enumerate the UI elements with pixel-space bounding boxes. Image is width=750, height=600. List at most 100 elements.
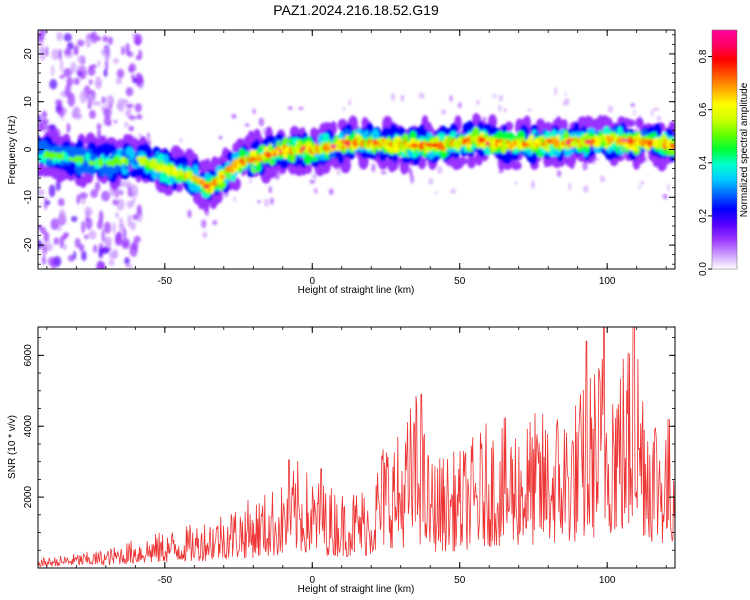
heatmap-speckle: [66, 77, 74, 87]
heatmap-speckle: [102, 35, 108, 43]
heatmap-speckle: [218, 135, 223, 140]
heatmap-speckle: [109, 104, 113, 110]
heatmap-speckle: [202, 231, 208, 239]
heatmap-speckle: [48, 124, 57, 131]
heatmap-hotspot: [209, 182, 213, 188]
heatmap-hotspot: [465, 141, 471, 145]
heatmap-hotspot: [329, 144, 337, 149]
heatmap-cell: [437, 132, 446, 141]
heatmap-speckle: [73, 250, 77, 260]
heatmap-speckle: [514, 180, 517, 186]
heatmap-speckle: [348, 99, 352, 106]
spectrogram-x-label: Height of straight line (km): [298, 285, 415, 296]
heatmap-cell: [587, 149, 596, 157]
heatmap-speckle: [564, 92, 567, 96]
heatmap-cell: [337, 154, 345, 165]
heatmap-speckle: [644, 158, 647, 163]
heatmap-hotspot: [626, 139, 635, 145]
heatmap-speckle: [68, 254, 75, 262]
spectrogram-ticks: -50 0 50 100 -20 -10 0 10 20: [23, 30, 675, 287]
heatmap-hotspot: [647, 140, 653, 146]
heatmap-speckle: [132, 214, 139, 221]
spectrogram-x-tick-label: 0: [309, 276, 315, 287]
heatmap-speckle: [107, 36, 114, 45]
heatmap-speckle: [38, 33, 45, 42]
heatmap-speckle: [131, 198, 136, 203]
heatmap-speckle: [568, 182, 572, 191]
heatmap-speckle: [428, 177, 434, 186]
heatmap-speckle: [136, 77, 142, 84]
heatmap-speckle: [268, 186, 273, 194]
heatmap-speckle: [449, 94, 453, 102]
heatmap-hotspot: [464, 138, 470, 142]
heatmap-speckle: [313, 171, 317, 181]
heatmap-hotspot: [369, 142, 374, 148]
heatmap-speckle: [43, 231, 49, 243]
heatmap-speckle: [105, 58, 109, 72]
heatmap-hotspot: [478, 137, 486, 143]
heatmap-speckle: [87, 67, 96, 76]
heatmap-speckle: [231, 113, 237, 119]
heatmap-speckle: [66, 122, 71, 133]
heatmap-speckle: [380, 170, 387, 175]
heatmap-cell: [74, 155, 80, 161]
heatmap-speckle: [252, 108, 256, 115]
heatmap-hotspot: [579, 138, 584, 143]
heatmap-speckle: [434, 191, 438, 195]
heatmap-speckle: [125, 103, 134, 108]
heatmap-speckle: [476, 99, 480, 106]
heatmap-speckle: [390, 92, 396, 102]
heatmap-speckle: [123, 122, 129, 128]
snr-series-line: [38, 327, 675, 567]
heatmap-cell: [503, 153, 512, 165]
heatmap-speckle: [492, 93, 497, 98]
heatmap-speckle: [53, 237, 59, 245]
heatmap-speckle: [76, 194, 81, 205]
heatmap-speckle: [482, 116, 487, 123]
heatmap-speckle: [450, 188, 456, 194]
heatmap-cell: [328, 150, 336, 159]
heatmap-speckle: [651, 109, 654, 117]
spectrogram-x-tick-label: 100: [599, 276, 616, 287]
heatmap-speckle: [97, 60, 101, 67]
heatmap-speckle: [596, 157, 599, 161]
heatmap-hotspot: [504, 143, 510, 147]
spectrogram-y-tick-label: 10: [23, 96, 34, 108]
heatmap-hotspot: [372, 141, 380, 145]
heatmap-speckle: [556, 170, 562, 177]
heatmap-speckle: [42, 255, 46, 265]
heatmap-speckle: [130, 221, 136, 231]
heatmap-hotspot: [249, 157, 257, 161]
heatmap-speckle: [653, 107, 660, 111]
heatmap-speckle: [48, 184, 56, 198]
heatmap-speckle: [57, 106, 66, 118]
heatmap-speckle: [582, 161, 588, 171]
colorbar-tick-label: 0.0: [698, 262, 709, 276]
heatmap-speckle: [101, 229, 105, 242]
heatmap-speckle: [76, 39, 85, 47]
heatmap-hotspot: [638, 139, 645, 144]
heatmap-speckle: [63, 108, 68, 114]
heatmap-cell: [105, 159, 112, 167]
heatmap-speckle: [59, 236, 64, 249]
heatmap-speckle: [131, 73, 135, 80]
heatmap-speckle: [562, 100, 566, 107]
colorbar-tick-label: 0.2: [698, 209, 709, 223]
heatmap-speckle: [51, 48, 61, 61]
heatmap-speckle: [58, 48, 62, 61]
snr-ticks: -50 0 50 100 2000 4000 6000: [23, 327, 675, 586]
heatmap-speckle: [128, 66, 133, 73]
heatmap-speckle: [98, 210, 104, 224]
heatmap-speckle: [74, 113, 83, 120]
heatmap-hotspot: [485, 141, 490, 146]
heatmap-speckle: [63, 67, 73, 78]
heatmap-speckle: [73, 77, 80, 85]
heatmap-speckle: [269, 197, 274, 205]
heatmap-speckle: [314, 188, 318, 194]
snr-y-tick-label: 4000: [23, 415, 34, 438]
heatmap-speckle: [112, 221, 116, 234]
heatmap-speckle: [49, 79, 58, 90]
colorbar-gradient: [712, 30, 737, 269]
heatmap-hotspot: [473, 137, 478, 142]
colorbar-tick-label: 0.4: [698, 155, 709, 169]
